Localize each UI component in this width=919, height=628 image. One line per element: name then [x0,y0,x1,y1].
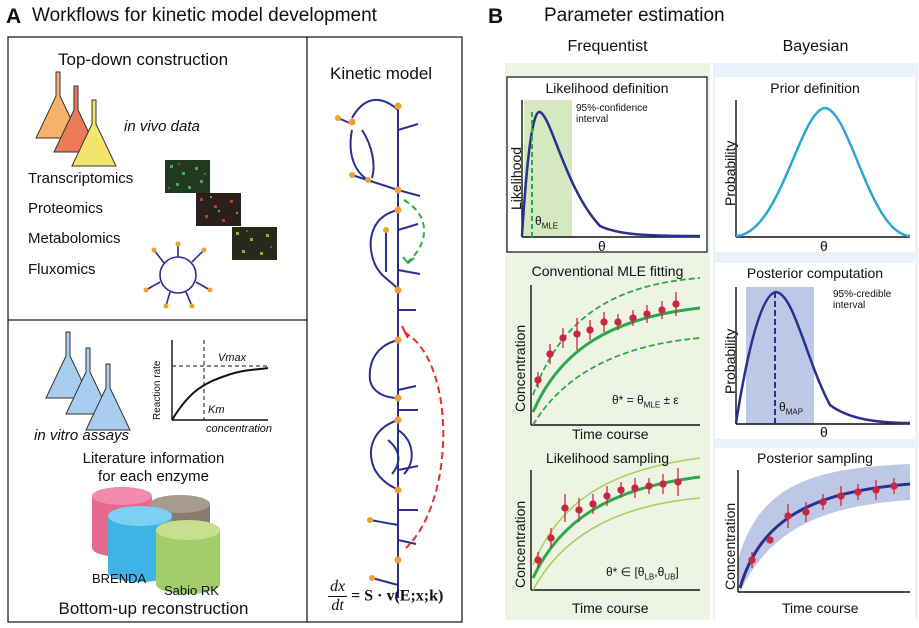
likelihood-ci-line2: interval [576,114,609,125]
theta-mle-sub: MLE [541,221,559,231]
mle-eq-sub: MLE [643,400,661,410]
michaelis-menten-plot [171,340,269,421]
posterior-ci-line2: interval [833,300,866,311]
kinetic-equation: dx dt = S · v(E;x;k) [328,578,443,615]
mle-fit-xlabel: Time course [572,426,649,442]
theta-map-symbol: θ [779,400,786,414]
theta-map-label: θMAP [779,400,803,416]
in-vitro-flasks-icon [45,331,131,431]
equation-denominator: dt [331,597,344,614]
activation-arc [403,199,425,263]
mle-fit-title: Conventional MLE fitting [531,263,684,279]
bayesian-title: Bayesian [782,38,849,55]
post-sampling-xlabel: Time course [782,600,859,616]
mle-fit-equation: θ* = θMLE ± ε [612,393,679,409]
literature-line2: for each enzyme [98,468,209,485]
equation-numerator: dx [328,578,348,597]
prior-def-xlabel: θ [820,238,828,254]
post-sampling-ylabel: Concentration [722,502,738,590]
posterior-computation-chart [734,287,911,425]
db-sabio-label: Sabio RK [164,583,219,598]
inhibition-arc [403,331,445,549]
in-vivo-flasks-icon [35,71,117,167]
theta-mle-label: θMLE [535,214,558,230]
kinetic-model-title: Kinetic model [330,64,433,83]
literature-line1: Literature information [82,450,225,467]
likelihood-sampling-chart [530,457,701,591]
fluxomics-network-icon [143,241,213,309]
likelihood-ci-line1: 95%-confidence [576,103,648,114]
lik-eq-mid: ,θ [654,565,665,579]
mle-fit-ylabel: Concentration [512,324,528,412]
database-cylinders-icon [92,487,220,594]
omics-fluxomics: Fluxomics [28,261,96,278]
posterior-ci-line1: 95%-credible [833,289,892,300]
metabolomics-heatmap [232,227,277,260]
prior-definition-chart [735,100,911,238]
mle-eq-pre: θ* = θ [612,393,644,407]
lik-sampling-ylabel: Concentration [512,500,528,588]
bottom-up-title: Bottom-up reconstruction [58,599,249,618]
mm-vmax-label: Vmax [218,352,247,364]
omics-transcriptomics: Transcriptomics [28,170,134,187]
inhibition-bar [401,325,409,339]
likelihood-definition-chart [520,100,701,238]
equation-rhs: = S · v(E;x;k) [351,587,444,605]
lik-sampling-equation: θ* ∈ [θLB,θUB] [606,565,679,581]
mle-eq-post: ± ε [660,393,679,407]
panel-a-title: Workflows for kinetic model development [32,5,377,26]
mm-ylabel: Reaction rate [152,360,163,420]
lik-sampling-title: Likelihood sampling [546,450,669,466]
posterior-sampling-chart [737,464,911,593]
post-sampling-title: Posterior sampling [757,450,873,466]
posterior-comp-ylabel: Probability [722,328,738,394]
posterior-comp-xlabel: θ [820,424,828,440]
lik-sampling-xlabel: Time course [572,600,649,616]
lik-eq-sub1: LB [644,572,655,582]
omics-proteomics: Proteomics [28,200,104,217]
theta-mle-symbol: θ [535,214,542,228]
mm-xlabel: concentration [206,423,273,435]
top-down-title: Top-down construction [58,50,229,69]
likelihood-def-title: Likelihood definition [545,80,669,96]
db-brenda-label: BRENDA [92,571,147,586]
lik-eq-sub2: UB [664,572,676,582]
transcriptomics-heatmap [165,160,210,193]
prior-def-title: Prior definition [770,80,860,96]
activation-arrowhead [402,256,415,265]
prior-box [715,77,915,252]
posterior-comp-title: Posterior computation [746,265,884,281]
in-vivo-label: in vivo data [124,118,200,135]
lik-eq-post: ] [675,565,679,579]
kinetic-network-diagram [337,99,421,598]
theta-map-sub: MAP [785,407,804,417]
proteomics-heatmap [196,193,241,226]
omics-metabolomics: Metabolomics [28,230,121,247]
prior-def-ylabel: Probability [722,140,738,206]
in-vitro-label: in vitro assays [34,427,130,444]
likelihood-def-ylabel: Likelihood [508,146,524,210]
lik-eq-pre: θ* ∈ [θ [606,565,645,579]
mm-km-label: Km [208,404,225,416]
mle-fitting-chart [530,277,701,426]
panel-b-title: Parameter estimation [544,5,725,26]
frequentist-title: Frequentist [567,38,648,55]
panel-a-letter: A [6,5,22,28]
panel-a-frame [7,36,463,623]
kinetic-network-nodes [335,102,402,581]
panel-b-letter: B [488,5,504,28]
likelihood-def-xlabel: θ [598,238,606,254]
